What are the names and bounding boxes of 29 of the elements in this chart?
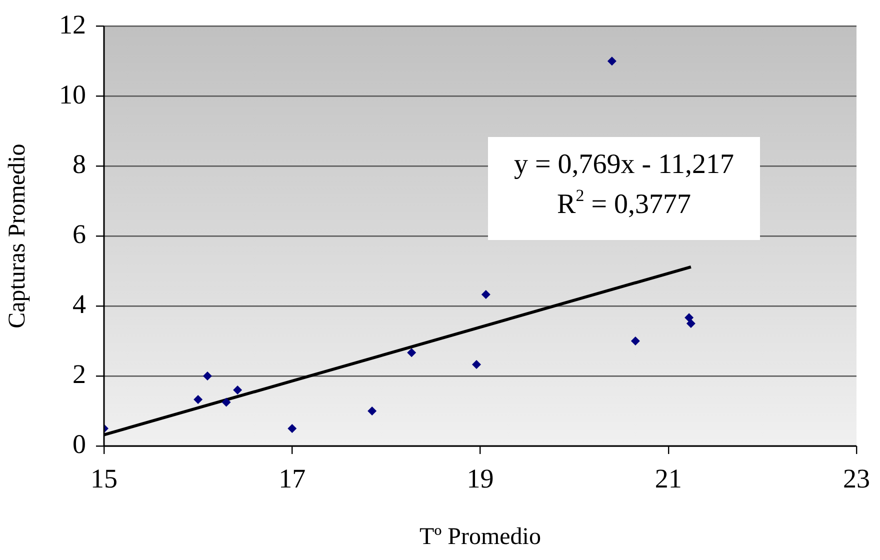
x-tick-label: 19 — [466, 463, 494, 494]
annotation: y = 0,769x - 11,217 — [512, 148, 736, 182]
point — [194, 394, 203, 404]
x-tick-label: 23 — [843, 463, 870, 494]
point — [202, 372, 212, 381]
point — [288, 424, 297, 434]
y-tick-label: 0 — [72, 429, 86, 460]
point — [233, 386, 242, 395]
annotation: R$^{2}$ = 0,3777 — [556, 185, 692, 222]
x-tick-label: 17 — [278, 463, 306, 494]
x-tick-label: 21 — [654, 463, 682, 494]
point — [472, 360, 481, 369]
y-axis-title: Capturas Promedio — [4, 144, 31, 328]
point — [222, 398, 231, 407]
point — [607, 56, 616, 66]
point — [686, 319, 696, 328]
y-tick-label: 10 — [59, 79, 86, 110]
point — [481, 290, 490, 300]
y-tick-label: 12 — [59, 9, 86, 40]
point — [684, 313, 694, 322]
point — [407, 348, 416, 358]
y-tick-label: 8 — [72, 149, 86, 180]
x-tick-label: 15 — [90, 463, 118, 494]
point — [630, 336, 640, 346]
point — [368, 406, 377, 416]
y-tick-label: 2 — [72, 359, 86, 390]
x-axis-title: Tº Promedio — [420, 524, 541, 550]
y-tick-label: 4 — [72, 289, 86, 320]
y-tick-label: 6 — [72, 219, 86, 250]
